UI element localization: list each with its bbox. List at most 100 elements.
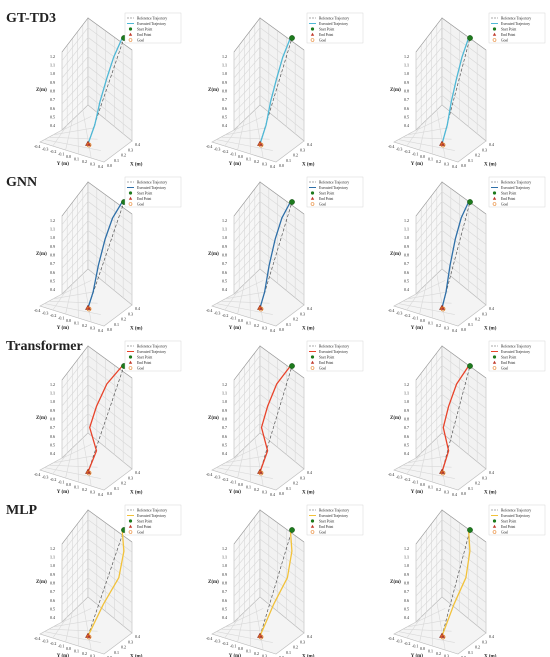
gridline	[237, 283, 245, 315]
x-tick-label: 0.3	[300, 147, 305, 152]
executed-trajectory	[441, 365, 470, 473]
gridline	[233, 538, 305, 573]
y-tick-label: -0.1	[412, 644, 418, 649]
legend-label: Start Point	[501, 355, 516, 359]
gridline	[61, 65, 133, 101]
y-tick-label: 0.2	[436, 651, 441, 656]
gridline	[53, 619, 95, 628]
y-tick-label: -0.1	[412, 316, 418, 321]
z-tick-label: 0.8	[404, 89, 409, 94]
y-axis-label: Y (m)	[57, 654, 70, 657]
y-tick-label: 0.0	[420, 646, 425, 651]
x-tick-label: 0.4	[489, 306, 494, 311]
z-tick-label: 1.2	[222, 218, 227, 223]
gridline	[229, 280, 264, 297]
z-axis-label: Z(m)	[208, 580, 219, 585]
x-tick-label: 0.2	[121, 153, 126, 158]
gridline	[415, 548, 487, 583]
z-tick-label: 1.1	[50, 227, 55, 232]
z-tick-label: 0.5	[50, 443, 55, 448]
gridline	[61, 422, 133, 460]
legend-label: End Point	[319, 197, 333, 201]
y-tick-label: -0.3	[214, 475, 220, 480]
axes-3d: 0.4 0.5 0.6 0.7 0.8 0.9 1.0 1.1 1.2 -0.4 -0.3 -0.2-…	[206, 17, 315, 169]
z-tick-label: 0.6	[222, 106, 227, 111]
legend-label: End Point	[137, 525, 151, 529]
y-tick-label: -0.4	[388, 472, 394, 477]
executed-trajectory	[259, 365, 291, 473]
y-tick-label: 0.1	[74, 321, 79, 326]
z-tick-label: 0.6	[404, 598, 409, 603]
gridline	[407, 619, 449, 628]
gridline	[61, 85, 133, 122]
z-tick-label: 0.6	[404, 434, 409, 439]
y-tick-label: -0.3	[42, 475, 48, 480]
gridline	[61, 355, 133, 389]
z-tick-label: 0.7	[404, 261, 409, 266]
legend-label: Reference Trajectory	[319, 508, 349, 512]
legend-box	[488, 176, 546, 208]
executed-trajectory	[87, 37, 123, 145]
x-tick-label: 0.3	[482, 147, 487, 152]
y-tick-label: -0.4	[388, 144, 394, 149]
gridline	[249, 114, 251, 155]
y-tick-label: 0.0	[238, 154, 243, 159]
z-tick-label: 0.5	[404, 443, 409, 448]
z-tick-label: 1.0	[222, 399, 227, 404]
legend-swatch	[492, 360, 497, 364]
legend: Reference Trajectory Executed TrajectoryS…	[488, 176, 546, 208]
subplot: 0.4 0.5 0.6 0.7 0.8 0.9 1.0 1.1 1.2 -0.4 -0.3 -0.2-…	[206, 340, 364, 497]
y-tick-label: 0.1	[246, 649, 251, 654]
z-tick-label: 1.2	[50, 218, 55, 223]
x-tick-label: 0.2	[121, 645, 126, 650]
y-tick-label: -0.3	[396, 147, 402, 152]
y-tick-label: 0.1	[246, 321, 251, 326]
z-tick-label: 0.7	[404, 97, 409, 102]
axes-3d: 0.4 0.5 0.6 0.7 0.8 0.9 1.0 1.1 1.2 -0.4 -0.3 -0.2-…	[388, 509, 497, 657]
gridline	[254, 437, 264, 487]
gridline	[415, 538, 487, 573]
x-tick-label: 0.2	[293, 645, 298, 650]
gridline	[419, 119, 427, 151]
z-axis-label: Z(m)	[390, 88, 401, 93]
goal-marker	[86, 142, 92, 148]
x-tick-label: 0.4	[135, 634, 140, 639]
x-tick-label: 0.4	[489, 142, 494, 147]
y-tick-label: -0.4	[206, 636, 212, 641]
axes-3d: 0.4 0.5 0.6 0.7 0.8 0.9 1.0 1.1 1.2 -0.4 -0.3 -0.2-…	[388, 17, 497, 169]
z-tick-label: 0.9	[404, 244, 409, 249]
y-tick-label: -0.4	[34, 636, 40, 641]
gridline	[61, 374, 133, 409]
x-tick-label: 0.4	[135, 306, 140, 311]
z-tick-label: 0.4	[404, 123, 409, 128]
legend-swatch	[492, 355, 497, 359]
gridline	[229, 608, 264, 625]
legend-label: Reference Trajectory	[319, 16, 349, 20]
y-tick-label: -0.1	[230, 480, 236, 485]
y-tick-label: 0.3	[90, 162, 95, 167]
legend-label: End Point	[319, 361, 333, 365]
y-tick-label: -0.2	[50, 149, 56, 154]
gridline	[233, 567, 305, 603]
x-tick-label: 0.2	[475, 317, 480, 322]
axes-3d: 0.4 0.5 0.6 0.7 0.8 0.9 1.0 1.1 1.2 -0.4 -0.3 -0.2-…	[206, 509, 315, 657]
x-tick-label: 0.2	[121, 317, 126, 322]
reference-trajectory	[87, 201, 125, 309]
legend-label: Reference Trajectory	[501, 180, 531, 184]
y-tick-label: 0.3	[444, 490, 449, 495]
z-tick-label: 1.2	[404, 54, 409, 59]
gridline	[57, 116, 92, 133]
x-tick-label: 0.4	[307, 634, 312, 639]
legend-label: Goal	[501, 38, 508, 42]
gridline	[415, 519, 487, 553]
z-tick-label: 0.6	[222, 270, 227, 275]
x-tick-label: 0.0	[279, 655, 284, 657]
gridline	[415, 56, 487, 91]
z-tick-label: 1.0	[222, 235, 227, 240]
z-axis-label: Z(m)	[36, 416, 47, 421]
z-tick-label: 0.8	[404, 417, 409, 422]
z-tick-label: 0.8	[222, 417, 227, 422]
y-axis-label: Y (m)	[411, 654, 424, 657]
box-edge	[61, 509, 133, 545]
legend-label: Reference Trajectory	[501, 16, 531, 20]
